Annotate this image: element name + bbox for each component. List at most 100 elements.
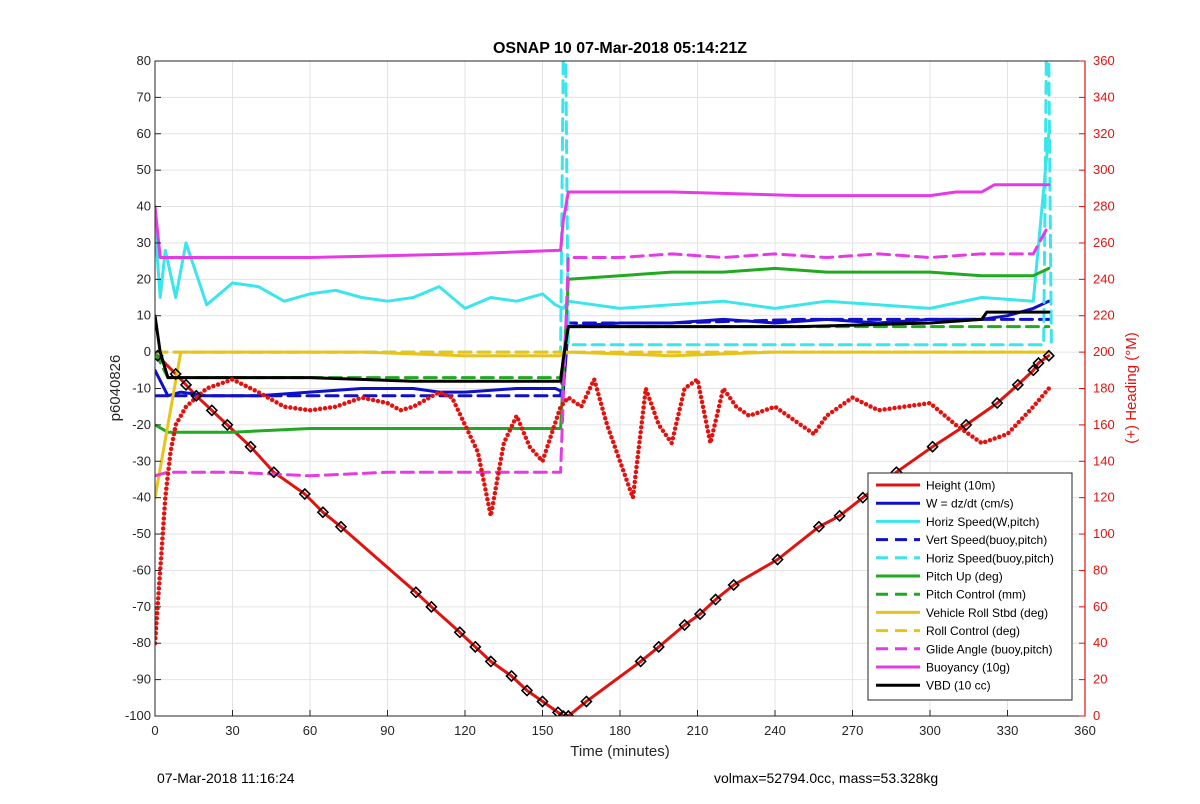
legend-entry-label: Roll Control (deg) [926,624,1020,638]
x-tick-label: 30 [225,723,239,738]
height-point-marker [179,378,193,391]
y-tick-label-right: 300 [1093,162,1115,177]
legend-entry-label: Height (10m) [926,479,995,493]
height-point-marker [334,520,348,533]
x-tick-label: 180 [609,723,631,738]
height-point-marker [562,709,575,716]
legend-box [867,472,1073,701]
height-point-marker [1042,349,1055,362]
height-point-marker [652,640,665,653]
y-tick-label-right: 100 [1093,526,1115,541]
chart-title: OSNAP 10 07-Mar-2018 05:14:21Z [493,40,747,57]
legend-entry-label: Vert Speed(buoy,pitch) [926,533,1047,547]
height-point-marker [1027,364,1040,377]
height-point-marker [1011,378,1024,391]
height-point-marker [409,586,423,599]
series-line-glide-angle-buoy-pitch [155,223,1051,478]
height-point-marker [505,669,518,683]
y-tick-label-left: 70 [137,89,151,104]
height-point-marker [425,600,438,613]
series-line-heading [155,377,1052,646]
height-point-marker [771,553,784,566]
x-tick-label: 210 [687,723,709,738]
height-point-marker [267,466,280,479]
height-point-marker [298,487,311,501]
y-tick-label-right: 360 [1093,53,1115,68]
x-axis: 0 30 60 90 120 150 180 210 240 270 300 330 360 [151,710,1096,738]
x-tick-label: 360 [1074,723,1096,738]
legend-entry-label: Glide Angle (buoy,pitch) [926,642,1053,656]
series-line-buoyancy-10g [155,183,1051,259]
y-tick-label-left: -100 [125,708,151,723]
height-point-marker [727,578,740,592]
y-tick-label-left: -20 [132,417,151,432]
height-point-marker [520,684,534,697]
height-point-marker [551,706,565,716]
height-point-marker [709,593,722,606]
footer-timestamp: 07-Mar-2018 11:16:24 [157,770,295,786]
y-tick-label-right: 40 [1093,635,1107,650]
series-line-horiz-speed-w-pitch [155,132,1051,310]
x-axis-label: Time (minutes) [570,743,669,760]
y-tick-label-left: 50 [137,162,151,177]
height-point-marker [678,618,691,632]
height-point-marker [634,655,647,668]
y-tick-label-left: -60 [132,562,151,577]
y-tick-label-right: 120 [1093,490,1115,505]
y-tick-label-left: 30 [137,235,151,250]
height-point-marker [833,509,846,522]
height-point-marker [205,404,218,417]
height-point-marker [1032,356,1045,370]
y-tick-label-right: 80 [1093,562,1107,577]
y-tick-label-right: 260 [1093,235,1115,250]
height-point-marker [991,396,1004,410]
y-tick-label-right: 140 [1093,453,1115,468]
y-axis-label-left: p6040826 [107,355,124,422]
y-tick-label-left: -50 [132,526,151,541]
y-tick-label-right: 60 [1093,599,1107,614]
y-tick-label-left: 80 [137,53,151,68]
legend-entry-label: Pitch Control (mm) [926,588,1026,602]
y-tick-label-left: -40 [132,490,151,505]
height-point-marker [557,709,570,716]
height-point-marker [221,418,234,432]
height-point-marker [812,520,826,533]
y-tick-label-left: 60 [137,126,151,141]
height-point-marker [155,349,164,362]
legend-entry-label: Pitch Up (deg) [926,570,1003,584]
height-point-marker [580,695,593,708]
series-line-vert-speed-buoy-pitch [155,317,1051,398]
legend: Height (10m) W = dz/dt (cm/s) Horiz Speed(… [867,472,1073,701]
x-tick-label: 120 [454,723,476,738]
legend-entry-label: Buoyancy (10g) [926,661,1010,675]
y-axis-right: 0 20 40 60 80 100 120 140 160 180 200 220 240 260 280 3… [1079,53,1115,723]
x-tick-label: 270 [842,723,864,738]
x-tick-label: 300 [919,723,941,738]
y-tick-label-right: 220 [1093,308,1115,323]
legend-entry-label: Vehicle Roll Stbd (deg) [926,606,1048,620]
y-tick-label-right: 160 [1093,417,1115,432]
height-point-marker [484,655,497,668]
y-axis-left: -100-90-80-70-60-50-40-30-20-10010203040… [125,53,161,723]
x-tick-label: 0 [151,723,158,738]
x-tick-label: 150 [532,723,554,738]
legend-entry-label: Horiz Speed(buoy,pitch) [926,551,1054,565]
height-point-marker [169,367,182,381]
height-point-marker [469,640,482,653]
y-tick-label-left: 20 [137,271,151,286]
y-tick-label-right: 200 [1093,344,1115,359]
series-layer [155,61,1055,716]
footer-volmax-mass: volmax=52794.0cc, mass=53.328kg [714,770,939,786]
series-line-pitch-up-deg [155,266,1051,434]
y-tick-label-left: 0 [144,344,151,359]
y-tick-label-right: 180 [1093,381,1115,396]
y-tick-label-right: 240 [1093,271,1115,286]
height-point-marker [926,440,939,453]
height-point-marker [190,389,203,402]
x-tick-label: 240 [764,723,786,738]
y-tick-label-right: 280 [1093,199,1115,214]
y-tick-label-right: 0 [1093,708,1100,723]
y-tick-label-left: -80 [132,635,151,650]
y-axis-label-right: (+) Heading (°M) [1123,332,1140,443]
series-line-height-10m [156,354,1051,716]
